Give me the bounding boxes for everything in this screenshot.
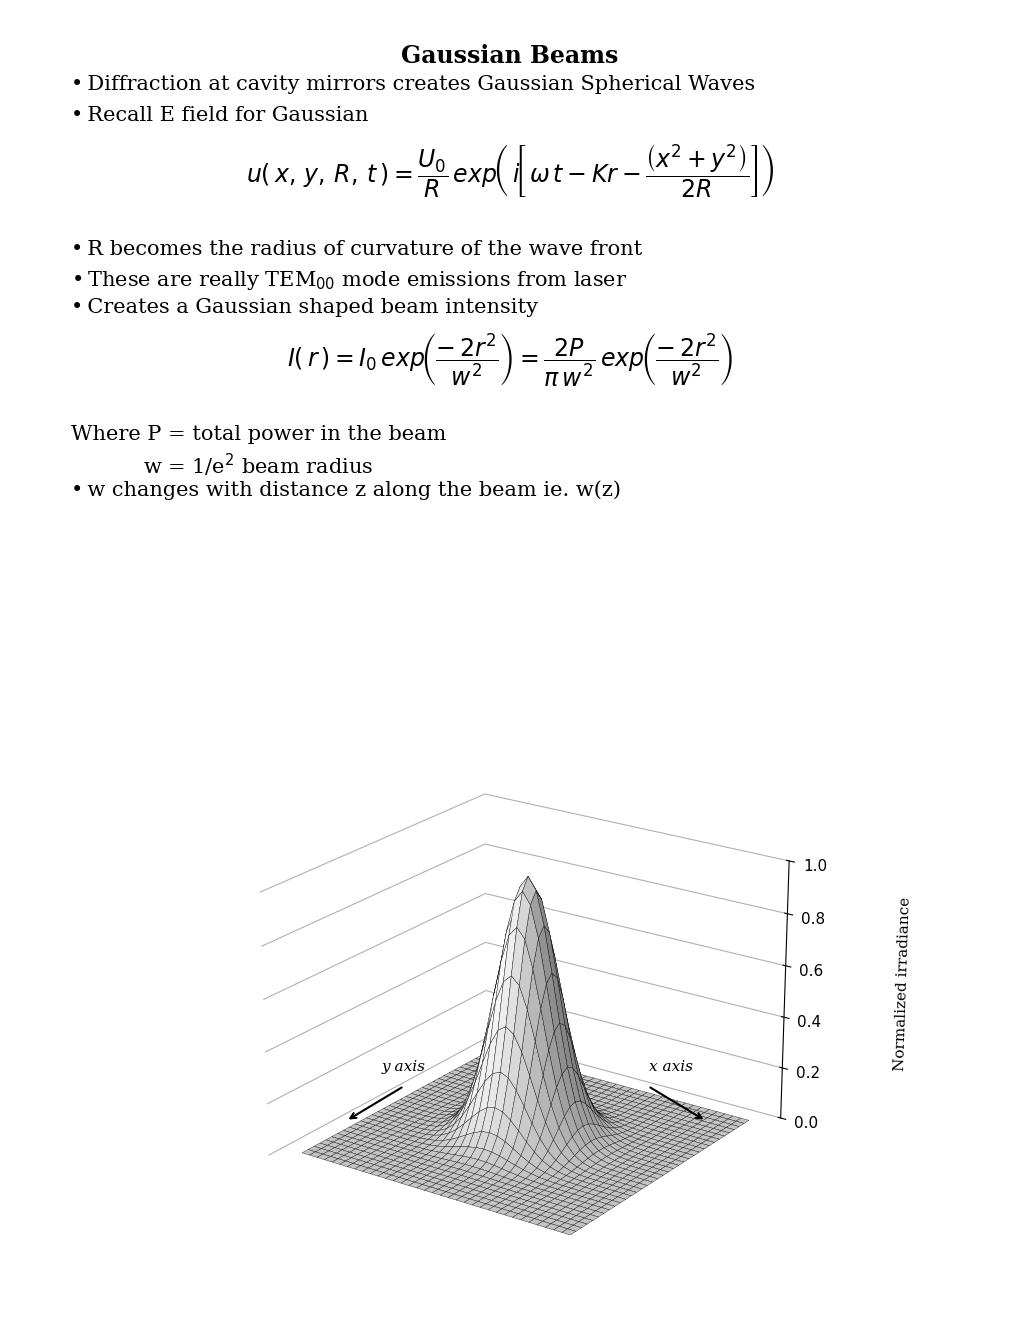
Text: Gaussian Beams: Gaussian Beams [400,44,619,67]
Text: • These are really TEM$_{00}$ mode emissions from laser: • These are really TEM$_{00}$ mode emiss… [71,269,627,292]
Text: x axis: x axis [648,1060,693,1074]
Text: • R becomes the radius of curvature of the wave front: • R becomes the radius of curvature of t… [71,240,642,259]
Text: • w changes with distance z along the beam ie. w(z): • w changes with distance z along the be… [71,480,621,500]
Text: $I(\,r\,)=I_0\,exp\!\left(\dfrac{-\,2r^2}{w^2}\right)=\dfrac{2P}{\pi\,w^2}\,exp\: $I(\,r\,)=I_0\,exp\!\left(\dfrac{-\,2r^2… [286,330,733,388]
Text: Where P = total power in the beam: Where P = total power in the beam [71,425,446,444]
Text: w = 1/e$^2$ beam radius: w = 1/e$^2$ beam radius [143,451,373,479]
Text: y axis: y axis [382,1060,426,1074]
Text: • Creates a Gaussian shaped beam intensity: • Creates a Gaussian shaped beam intensi… [71,298,538,317]
Text: • Recall E field for Gaussian: • Recall E field for Gaussian [71,106,369,124]
Text: $u(\,x,\,y,\,R,\,t\,)=\dfrac{U_0}{R}\,exp\!\left(\,i\!\left[\,\omega\,t-Kr-\dfra: $u(\,x,\,y,\,R,\,t\,)=\dfrac{U_0}{R}\,ex… [246,143,773,201]
Text: • Diffraction at cavity mirrors creates Gaussian Spherical Waves: • Diffraction at cavity mirrors creates … [71,75,755,94]
